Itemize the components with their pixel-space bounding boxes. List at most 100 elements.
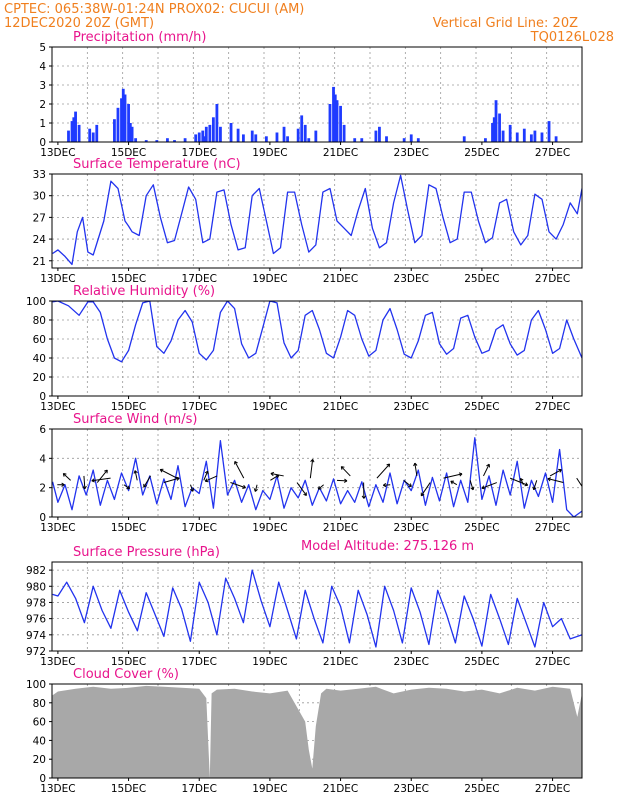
precip-bar — [484, 138, 487, 142]
precip-bar — [501, 130, 505, 142]
series-line — [52, 301, 582, 363]
wind-arrow-head — [547, 477, 552, 482]
wind-arrow — [340, 466, 351, 477]
y-tick-label: 20 — [33, 372, 46, 384]
wind-arrow-head — [159, 468, 164, 473]
y-tick-label: 30 — [33, 191, 46, 203]
y-tick-label: 0 — [39, 137, 46, 149]
wind-arrow-head — [382, 483, 387, 488]
precip-bar — [194, 134, 198, 142]
wind-arrow-head — [532, 486, 537, 491]
y-tick-label: 0 — [39, 512, 46, 524]
precip-bar — [303, 124, 307, 142]
wind-arrow — [469, 480, 474, 491]
panel-frame — [51, 683, 583, 779]
wind-arrow — [533, 480, 538, 490]
pressure-panel: Surface Pressure (hPa) 972 974 976 978 980 982… — [26, 545, 583, 668]
precip-bar — [120, 98, 123, 142]
precip-bar — [166, 138, 169, 142]
y-tick-label: 3 — [39, 80, 46, 92]
x-tick-label: 17DEC — [182, 522, 217, 534]
wind-arrow-head — [361, 495, 367, 499]
wind-arrow — [205, 475, 218, 482]
header-grid-note: Vertical Grid Line: 20Z — [433, 16, 578, 31]
x-tick-label: 21DEC — [323, 401, 358, 413]
wind-arrow-head — [458, 472, 463, 477]
wind-arrow — [336, 479, 347, 482]
panel-frame — [51, 561, 583, 652]
y-tick-label: 6 — [39, 424, 46, 436]
x-tick-label: 23DEC — [394, 147, 429, 159]
precip-bar — [201, 130, 205, 142]
precip-bar — [332, 86, 335, 142]
wind-arrow-head — [481, 485, 486, 490]
precip-bar — [296, 128, 300, 142]
panel-data — [52, 174, 582, 266]
precipitation-panel: Precipitation (mm/h) 0 1 2 3 4 5 13DEC 15DEC 17DE… — [39, 30, 583, 159]
precip-bar — [215, 104, 219, 142]
wind-arrow — [481, 482, 497, 489]
x-tick-label: 19DEC — [252, 522, 287, 534]
wind-panel: Surface Wind (m/s) 0 2 4 6 13DEC 15DEC 17DEC 19D… — [39, 412, 583, 534]
precip-bar — [211, 117, 215, 142]
x-tick-label: 13DEC — [40, 656, 75, 668]
panel-data — [52, 685, 582, 778]
x-tick-label: 19DEC — [252, 401, 287, 413]
wind-arrow-head — [524, 482, 529, 487]
panel-title: Surface Temperature (nC) — [73, 157, 241, 172]
precip-bar — [342, 124, 346, 142]
x-tick-label: 19DEC — [252, 147, 287, 159]
header-date: 12DEC2020 20Z (GMT) — [4, 16, 154, 31]
x-tick-label: 21DEC — [323, 147, 358, 159]
wind-arrow-head — [204, 470, 209, 475]
wind-arrow — [143, 475, 151, 488]
wind-arrow — [230, 482, 246, 489]
wind-arrow — [520, 478, 524, 485]
precip-bar — [197, 132, 201, 142]
x-tick-label: 17DEC — [182, 147, 217, 159]
wind-arrow — [270, 474, 280, 481]
precip-bar — [203, 136, 206, 142]
y-tick-label: 0 — [39, 773, 46, 785]
y-tick-label: 60 — [33, 334, 46, 346]
precip-bar — [492, 117, 496, 142]
precip-bar — [353, 138, 357, 142]
x-tick-label: 15DEC — [111, 147, 146, 159]
y-tick-label: 980 — [26, 581, 46, 593]
wind-arrow-head — [234, 460, 238, 465]
wind-arrow-head — [519, 477, 524, 482]
cloud-cover-panel: Cloud Cover (%) 0 20 40 60 80 100 13DEC 15DEC 17D… — [26, 667, 583, 795]
y-tick-label: 4 — [39, 61, 46, 73]
precip-bar — [307, 138, 311, 142]
y-tick-label: 40 — [33, 735, 46, 747]
precip-bar — [275, 132, 279, 142]
wind-arrow — [450, 480, 458, 486]
temperature-panel: Surface Temperature (nC) 21 24 27 30 33 13DEC 1… — [33, 157, 583, 285]
precip-bar — [554, 136, 558, 142]
precip-bar — [116, 107, 120, 142]
wind-arrow-head — [343, 478, 348, 483]
y-tick-label: 978 — [26, 597, 46, 609]
wind-arrow-head — [204, 478, 209, 483]
wind-arrow — [91, 477, 111, 482]
precip-bar — [67, 130, 70, 142]
wind-arrow-head — [470, 486, 475, 491]
precip-bar — [70, 121, 74, 142]
y-tick-label: 1 — [39, 118, 46, 130]
precip-bar — [402, 138, 406, 142]
wind-arrow — [403, 479, 412, 487]
wind-arrow — [160, 469, 178, 479]
panel-title: Surface Wind (m/s) — [73, 412, 197, 427]
x-tick-label: 19DEC — [252, 656, 287, 668]
x-tick-label: 23DEC — [394, 522, 429, 534]
precip-bar — [385, 136, 388, 142]
precip-bar — [242, 134, 245, 142]
wind-arrow — [62, 473, 71, 481]
y-tick-label: 2 — [39, 99, 46, 111]
wind-arrow-head — [270, 471, 275, 477]
y-tick-label: 974 — [26, 630, 46, 642]
precip-bar — [498, 113, 501, 142]
x-tick-label: 27DEC — [535, 401, 570, 413]
precip-bar — [416, 138, 420, 142]
